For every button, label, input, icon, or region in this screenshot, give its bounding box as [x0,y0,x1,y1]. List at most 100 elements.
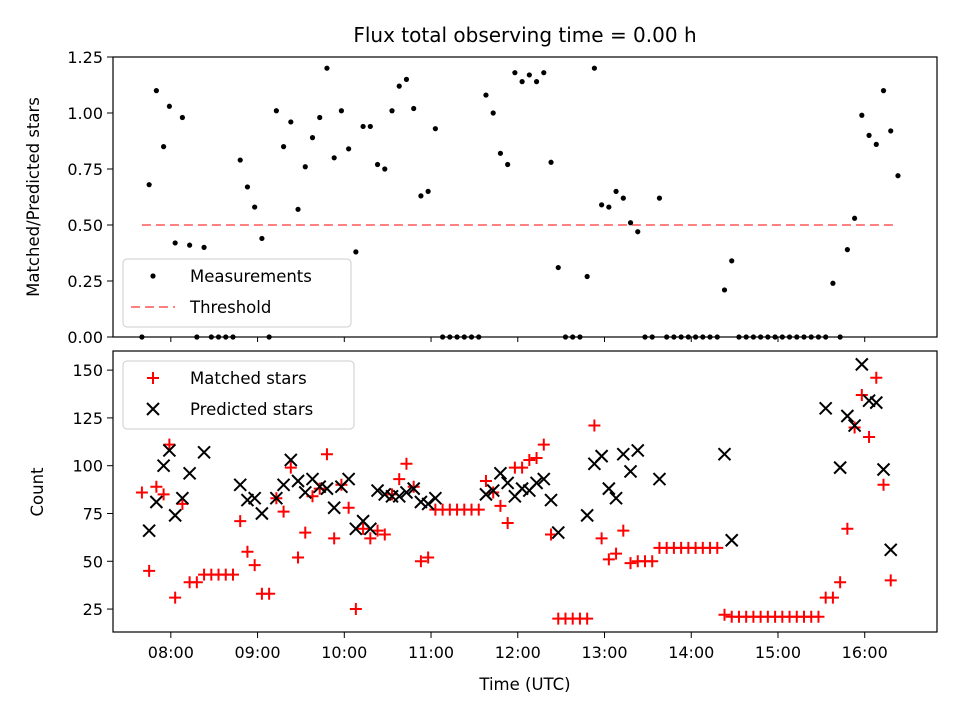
matched-point [320,448,333,461]
measurement-point [360,123,366,130]
predicted-point [182,466,197,481]
measurement-point [859,112,865,118]
measurement-point [259,235,265,242]
chart-title: Flux total observing time = 0.00 h [353,23,696,47]
matched-point [313,482,326,495]
measurement-point [526,72,532,78]
predicted-point [276,478,291,492]
measurement-point [324,65,330,71]
matched-point [646,555,659,568]
measurement-point [288,119,294,125]
matched-point [826,591,839,604]
predicted-point [156,458,171,473]
x-axis-title: Time (UTC) [478,675,570,694]
matched-point [357,522,370,535]
predicted-point [370,483,385,498]
predicted-point [623,464,638,479]
predicted-point [284,453,298,467]
predicted-point [175,491,190,505]
matched-point [163,438,176,451]
predicted-point [855,357,869,372]
measurement-point [432,126,438,132]
predicted-point [298,485,312,500]
predicted-point [479,487,493,502]
predicted-point [869,395,883,410]
measurement-point [244,184,251,190]
matched-point [393,473,406,486]
matched-point [299,526,312,539]
ratio-y-tick-label: 0.50 [67,216,103,235]
measurement-point [179,114,185,121]
matched-point [812,610,825,623]
measurement-point [620,195,626,201]
measurement-point [483,92,489,98]
measurement-point [146,182,152,188]
matched-point [277,505,290,518]
matched-point [378,528,391,541]
matched-point [711,541,724,554]
measurement-point [280,144,287,150]
measurement-point [656,195,663,201]
predicted-point [818,401,833,416]
matched-point [617,524,630,537]
x-tick-label: 14:00 [668,643,714,662]
measurement-point [160,144,167,150]
matched-point [248,559,261,572]
matched-point [176,497,189,510]
measurement-point [396,83,402,89]
measurement-point [584,273,590,280]
legend-label-matched: Matched stars [190,369,307,388]
measurement-point [374,161,381,168]
measurement-point [172,240,178,246]
measurement-point [519,79,525,85]
predicted-point [291,474,305,488]
matched-point [349,603,362,616]
measurement-point [418,193,424,199]
legend-label-predicted: Predicted stars [190,400,313,419]
matched-point [718,608,731,621]
matched-point [407,480,420,493]
predicted-point [840,409,855,423]
predicted-point [551,525,565,540]
measurement-point [895,173,901,179]
measurement-point [591,65,597,71]
measurement-point [613,188,619,194]
matched-point [335,478,348,491]
matched-point [494,499,507,512]
matched-point [150,480,163,493]
ratio-y-tick-label: 1.25 [67,48,103,67]
matched-point [328,532,341,545]
predicted-point [493,466,508,481]
count-legend: Matched stars Predicted stars [122,360,355,430]
measurement-point [497,150,504,156]
predicted-point [255,506,269,521]
measurement-point [880,88,887,94]
predicted-point [247,491,262,505]
matched-point [877,478,890,491]
predicted-point [142,523,156,538]
measurement-point [252,204,258,210]
matched-point [624,557,637,570]
count-y-tick-label: 25 [83,600,103,619]
predicted-point [725,533,739,547]
predicted-point [616,447,631,461]
predicted-point [847,418,862,433]
x-tick-label: 16:00 [842,643,888,662]
predicted-point [500,476,515,490]
measurement-point [309,135,316,141]
measurement-point [555,264,561,271]
measurement-point [512,70,518,76]
matched-point [422,551,435,564]
matched-point [364,532,377,545]
matched-point [523,453,536,466]
measurement-point [317,114,323,121]
ratio-legend: Measurements Threshold [122,258,352,328]
predicted-point [486,483,500,498]
predicted-point [537,472,551,486]
predicted-point [341,472,356,486]
predicted-point [876,462,891,477]
ratio-y-axis-title: Matched/Predicted stars [24,97,43,297]
measurement-point [346,146,352,152]
